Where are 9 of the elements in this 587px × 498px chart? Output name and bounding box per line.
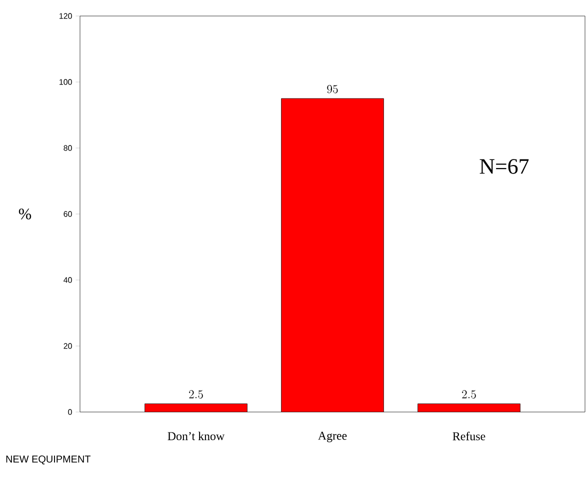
data-label: 2.5 <box>462 390 476 398</box>
data-label: 95 <box>327 85 338 94</box>
annotation: N=67 <box>480 159 529 174</box>
data-label: 2.5 <box>189 390 203 398</box>
x-axis-title: NEW EQUIPMENT <box>6 456 91 464</box>
x-tick-label: Don’t know <box>168 432 225 440</box>
x-tick-label: Refuse <box>452 432 486 440</box>
x-tick-label: Agree <box>318 432 347 442</box>
y-axis-title: % <box>18 208 32 220</box>
